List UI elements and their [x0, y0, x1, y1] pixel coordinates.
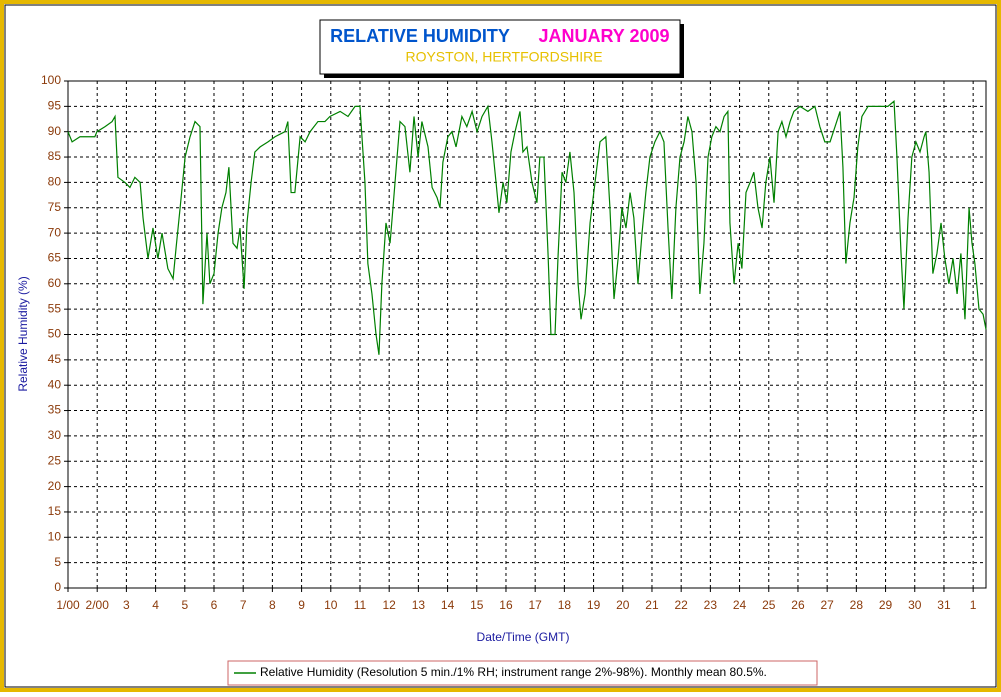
x-tick-label: 10 — [324, 598, 338, 612]
y-tick-label: 25 — [48, 453, 62, 467]
y-tick-label: 55 — [48, 301, 62, 315]
y-tick-label: 95 — [48, 99, 62, 113]
x-tick-label: 21 — [645, 598, 659, 612]
x-tick-label: 15 — [470, 598, 484, 612]
x-tick-label: 30 — [908, 598, 922, 612]
y-axis-label: Relative Humidity (%) — [16, 276, 30, 391]
x-tick-label: 18 — [558, 598, 572, 612]
x-tick-label: 11 — [354, 598, 367, 612]
x-axis-label: Date/Time (GMT) — [477, 630, 570, 644]
x-tick-label: 9 — [298, 598, 305, 612]
x-tick-label: 17 — [528, 598, 542, 612]
x-tick-label: 23 — [704, 598, 718, 612]
x-tick-label: 31 — [937, 598, 951, 612]
legend-box — [227, 660, 818, 686]
x-tick-label: 1/00 — [56, 598, 80, 612]
x-tick-label: 24 — [733, 598, 747, 612]
plot-area — [64, 80, 987, 592]
y-tick-label: 70 — [48, 225, 62, 239]
x-tick-label: 8 — [269, 598, 276, 612]
x-tick-label: 14 — [441, 598, 455, 612]
y-tick-label: 15 — [48, 504, 62, 518]
y-tick-label: 60 — [48, 276, 62, 290]
y-tick-label: 50 — [48, 327, 62, 341]
x-tick-label: 19 — [587, 598, 601, 612]
y-tick-label: 40 — [48, 377, 62, 391]
y-tick-label: 30 — [48, 428, 62, 442]
x-tick-label: 22 — [674, 598, 688, 612]
x-tick-label: 2/00 — [86, 598, 110, 612]
y-tick-label: 100 — [41, 73, 61, 87]
x-tick-label: 20 — [616, 598, 630, 612]
x-tick-label: 16 — [499, 598, 513, 612]
y-tick-label: 85 — [48, 149, 62, 163]
y-tick-label: 35 — [48, 403, 62, 417]
x-tick-label: 26 — [791, 598, 805, 612]
x-tick-label: 6 — [211, 598, 218, 612]
x-tick-label: 13 — [412, 598, 426, 612]
y-tick-label: 75 — [48, 200, 62, 214]
y-tick-label: 45 — [48, 352, 62, 366]
y-tick-label: 65 — [48, 251, 62, 265]
title-box — [319, 19, 681, 75]
x-tick-label: 27 — [820, 598, 834, 612]
x-tick-label: 29 — [879, 598, 893, 612]
y-tick-label: 5 — [54, 555, 61, 569]
y-tick-label: 10 — [48, 529, 62, 543]
x-tick-label: 12 — [383, 598, 397, 612]
inner-frame — [4, 4, 997, 688]
y-tick-label: 90 — [48, 124, 62, 138]
x-tick-label: 3 — [123, 598, 130, 612]
chart-title-date: JANUARY 2009 — [538, 26, 669, 46]
y-tick-label: 20 — [48, 479, 62, 493]
chart-subtitle: ROYSTON, HERTFORDSHIRE — [405, 49, 602, 65]
legend-label: Relative Humidity (Resolution 5 min./1% … — [260, 665, 767, 679]
chart-title: RELATIVE HUMIDITY — [330, 26, 510, 46]
data-line — [67, 100, 987, 355]
y-tick-label: 80 — [48, 175, 62, 189]
x-tick-label: 5 — [181, 598, 188, 612]
x-tick-label: 25 — [762, 598, 776, 612]
x-tick-label: 7 — [240, 598, 247, 612]
x-tick-label: 28 — [850, 598, 864, 612]
x-tick-label: 1 — [970, 598, 977, 612]
y-tick-label: 0 — [54, 580, 61, 594]
x-tick-label: 4 — [152, 598, 159, 612]
